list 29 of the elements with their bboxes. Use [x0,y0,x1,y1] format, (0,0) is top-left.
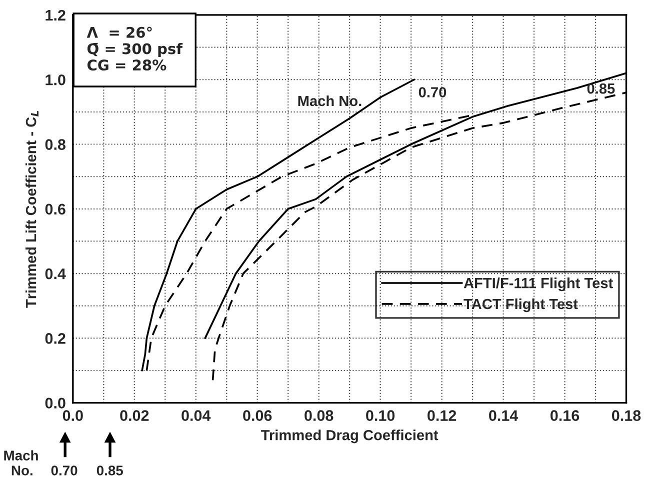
x-tick-label: 0.06 [243,410,272,421]
x-tick-label: 0.12 [428,410,456,421]
x-tick-label: 0.0 [62,410,83,421]
text: 0.85 [96,466,123,476]
text: Mach No. [4,450,38,476]
y-tick-label: 0.8 [45,139,66,150]
x-axis-title: Trimmed Drag Coefficient [261,430,438,444]
line-series [141,78,416,372]
text: 0.70 [51,466,78,476]
y-tick-label: 0.0 [45,398,66,409]
y-tick-label: 0.2 [45,333,66,344]
text: AFTI/F-111 Flight Test [464,278,613,292]
x-tick-label: 0.04 [182,410,211,421]
y-tick-label: 0.6 [45,204,66,215]
x-tick-label: 0.18 [612,410,641,421]
annotation: Λ = 26° Q̄ = 300 psf CG = 28% [86,26,183,71]
annotation: 0.85 [587,83,615,94]
annotation: 0.70 [418,87,446,98]
x-tick-label: 0.02 [120,410,149,421]
y-tick-label: 1.0 [46,74,66,86]
y-axis-title: Trimmed Lift Coefficient - C$_{L}$ [26,110,38,308]
y-tick-label: 1.2 [46,10,66,21]
x-tick-label: 0.14 [489,410,518,421]
x-tick-label: 0.16 [550,410,580,421]
x-tick-label: 0.08 [304,410,334,421]
text: TACT Flight Test [464,298,578,312]
annotation: Mach No. [298,95,362,106]
y-tick-label: 0.4 [45,268,66,280]
x-tick-label: 0.10 [366,410,395,421]
